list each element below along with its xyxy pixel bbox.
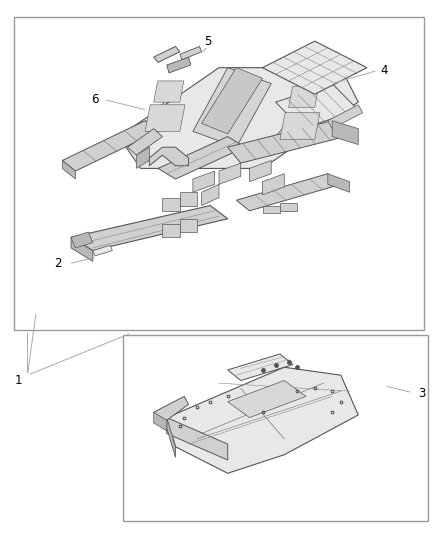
Polygon shape: [193, 171, 215, 192]
Polygon shape: [219, 163, 241, 184]
Polygon shape: [167, 57, 191, 73]
Polygon shape: [167, 418, 228, 460]
Polygon shape: [201, 68, 262, 134]
Polygon shape: [93, 245, 113, 256]
Polygon shape: [180, 219, 197, 232]
Polygon shape: [328, 174, 350, 192]
Text: 4: 4: [381, 64, 388, 77]
Text: 2: 2: [54, 257, 62, 270]
Polygon shape: [289, 86, 319, 108]
Text: 3: 3: [418, 387, 425, 400]
Polygon shape: [180, 46, 201, 60]
Polygon shape: [62, 120, 158, 171]
Polygon shape: [154, 397, 188, 420]
Polygon shape: [154, 46, 180, 62]
Text: 6: 6: [91, 93, 99, 106]
Polygon shape: [180, 192, 197, 206]
Polygon shape: [154, 81, 184, 102]
Polygon shape: [71, 206, 228, 251]
Polygon shape: [250, 160, 271, 182]
Polygon shape: [193, 68, 271, 147]
Polygon shape: [162, 198, 180, 211]
Polygon shape: [127, 128, 162, 155]
Polygon shape: [228, 354, 293, 381]
Polygon shape: [162, 224, 180, 237]
Polygon shape: [132, 100, 167, 144]
Polygon shape: [62, 160, 75, 179]
Polygon shape: [71, 232, 93, 248]
Polygon shape: [154, 413, 167, 431]
Polygon shape: [276, 84, 358, 128]
Polygon shape: [228, 381, 306, 418]
Text: 1: 1: [15, 374, 22, 387]
Bar: [14, 17, 424, 330]
Polygon shape: [228, 120, 345, 163]
Polygon shape: [262, 174, 284, 195]
Polygon shape: [158, 136, 245, 179]
Polygon shape: [167, 418, 176, 457]
Polygon shape: [262, 206, 280, 214]
Text: 5: 5: [205, 35, 212, 47]
Polygon shape: [119, 68, 358, 168]
Polygon shape: [280, 113, 320, 139]
Polygon shape: [201, 184, 219, 206]
Polygon shape: [167, 367, 358, 473]
Polygon shape: [280, 203, 297, 211]
Polygon shape: [332, 120, 358, 144]
Polygon shape: [145, 105, 185, 131]
Polygon shape: [149, 147, 188, 166]
Polygon shape: [237, 174, 341, 211]
Polygon shape: [328, 105, 363, 128]
Polygon shape: [271, 100, 306, 150]
Polygon shape: [262, 41, 367, 94]
Polygon shape: [71, 237, 93, 261]
Bar: [123, 335, 428, 521]
Polygon shape: [136, 147, 149, 168]
